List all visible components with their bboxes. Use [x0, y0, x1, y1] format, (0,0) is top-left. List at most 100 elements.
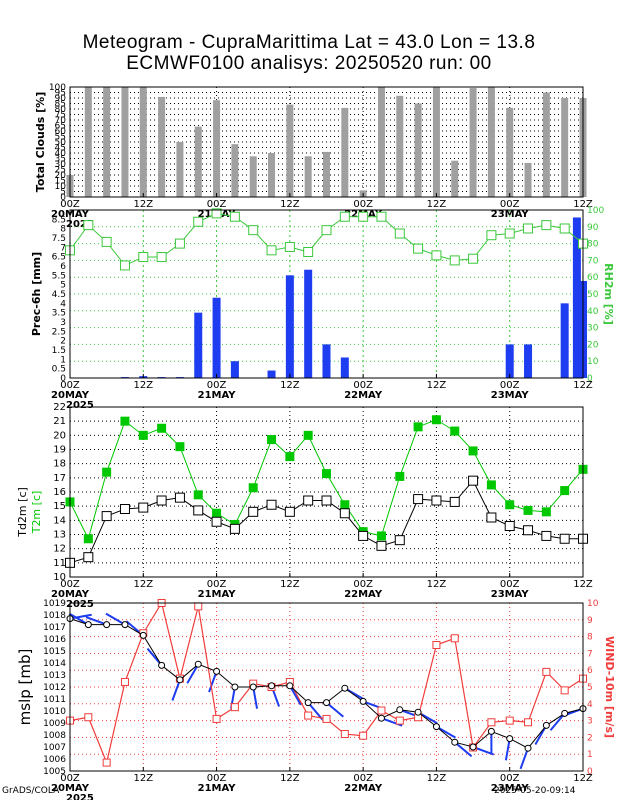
- temp-y-tick-label: 15: [53, 501, 66, 512]
- mslp-y-tick-label: 1012: [43, 683, 66, 693]
- wind-y-tick-label: 3: [587, 717, 593, 727]
- panel-frame-4: [69, 602, 584, 772]
- rh-point: [266, 245, 277, 256]
- x-date-label: 22MAY: [344, 783, 383, 794]
- td2m-point: [138, 502, 149, 513]
- x-tick-label: 00Z: [353, 773, 373, 784]
- x-date-label: 22MAY: [344, 589, 383, 600]
- rh-point: [486, 230, 497, 241]
- rh-y-tick-label: 0: [587, 374, 593, 384]
- t2m-point: [303, 430, 313, 440]
- x-tick-label: 00Z: [60, 579, 80, 590]
- t2m-point: [413, 422, 423, 432]
- temp-y-tick-label: 12: [53, 544, 66, 555]
- wind-point: [542, 667, 551, 676]
- mslp-y-tick-label: 1017: [43, 623, 66, 633]
- rh-point: [449, 255, 460, 266]
- mslp-y-tick-label: 1016: [43, 635, 66, 645]
- mslp-point: [84, 621, 92, 629]
- mslp-point: [469, 743, 477, 751]
- td2m-point: [248, 506, 259, 517]
- cloud-bar: [158, 96, 166, 197]
- cloud-bar: [469, 88, 477, 197]
- x-date-label: 23MAY: [491, 589, 530, 600]
- x-tick-label: 00Z: [60, 380, 80, 391]
- x-tick-label: 12Z: [427, 773, 447, 784]
- precip-y-tick-label: 6: [60, 262, 66, 272]
- mslp-point: [249, 683, 257, 691]
- rh-point: [211, 208, 222, 219]
- precip-y-tick-label: 3: [60, 318, 66, 328]
- rh-y-tick-label: 20: [587, 340, 599, 350]
- wind-y-tick-label: 4: [587, 700, 593, 710]
- precip-bar: [194, 312, 203, 378]
- wind-point: [230, 703, 239, 712]
- temp-y-tick-label: 22: [53, 402, 66, 413]
- td2m-point: [211, 516, 222, 527]
- wind-point: [102, 758, 111, 767]
- precip-bar: [560, 303, 569, 378]
- mslp-point: [396, 706, 404, 714]
- precip-bar: [285, 275, 294, 378]
- precip-y-tick-label: 1.5: [52, 346, 66, 356]
- cloud-y-tick-label: 75: [55, 111, 66, 121]
- precip-bar: [322, 344, 331, 378]
- wind-point: [377, 706, 386, 715]
- td2m-point: [101, 511, 112, 522]
- x-tick-label: 12Z: [427, 380, 447, 391]
- cloud-y-tick-label: 45: [55, 144, 66, 154]
- wind-barb: [69, 613, 92, 620]
- wind-point: [432, 641, 441, 649]
- t2m-y-label: T2m [c]: [30, 491, 43, 535]
- mslp-point: [231, 683, 239, 691]
- precip-bar: [304, 269, 313, 378]
- mslp-point: [524, 744, 532, 752]
- td2m-point: [229, 523, 240, 534]
- cloud-bar: [451, 160, 459, 197]
- mslp-point: [304, 699, 312, 707]
- x-tick-label: 12Z: [427, 579, 447, 590]
- cloud-bar: [103, 87, 111, 197]
- wind-barb: [454, 741, 473, 758]
- mslp-point: [542, 721, 550, 729]
- mslp-y-tick-label: 1005: [43, 767, 66, 777]
- mslp-point: [176, 676, 184, 684]
- precip-y-tick-label: 4: [60, 299, 66, 309]
- rh-point: [193, 216, 204, 227]
- rh-point: [431, 250, 442, 261]
- temp-y-tick-label: 13: [53, 530, 66, 541]
- td2m-y-label: Td2m [c]: [16, 487, 29, 538]
- t2m-point: [248, 483, 258, 493]
- cloud-y-tick-label: 20: [55, 171, 67, 181]
- x-tick-label: 12Z: [427, 199, 447, 210]
- wind-barb: [186, 663, 200, 684]
- wind-point: [212, 714, 221, 723]
- wind-barb: [252, 686, 259, 709]
- mslp-point: [121, 621, 129, 629]
- t2m-point: [157, 423, 167, 433]
- rh-point: [358, 211, 369, 222]
- x-tick-label: 00Z: [500, 199, 520, 210]
- wind-point: [322, 714, 331, 723]
- temp-y-tick-label: 17: [53, 473, 66, 484]
- x-date-label: 23MAY: [491, 783, 530, 794]
- rh-point: [504, 228, 515, 239]
- cloud-y-tick-label: 50: [55, 138, 67, 148]
- x-tick-label: 00Z: [60, 773, 80, 784]
- wind-point: [487, 718, 496, 727]
- x-tick-label: 00Z: [207, 579, 227, 590]
- t2m-point: [285, 452, 295, 462]
- wind-point: [359, 731, 368, 740]
- precip-bar: [572, 217, 581, 378]
- t2m-point: [83, 534, 93, 544]
- cloud-bar: [341, 107, 349, 197]
- cloud-bar: [524, 162, 532, 197]
- rh-y-label: RH2m [%]: [602, 263, 615, 325]
- cloud-bar: [414, 103, 422, 197]
- mslp-point: [286, 682, 294, 690]
- x-date-label: 20MAY: [51, 390, 90, 401]
- td2m-point: [413, 494, 424, 505]
- cloud-bar: [213, 100, 221, 197]
- wind-y-tick-label: 2: [587, 733, 593, 743]
- td2m-point: [394, 535, 405, 546]
